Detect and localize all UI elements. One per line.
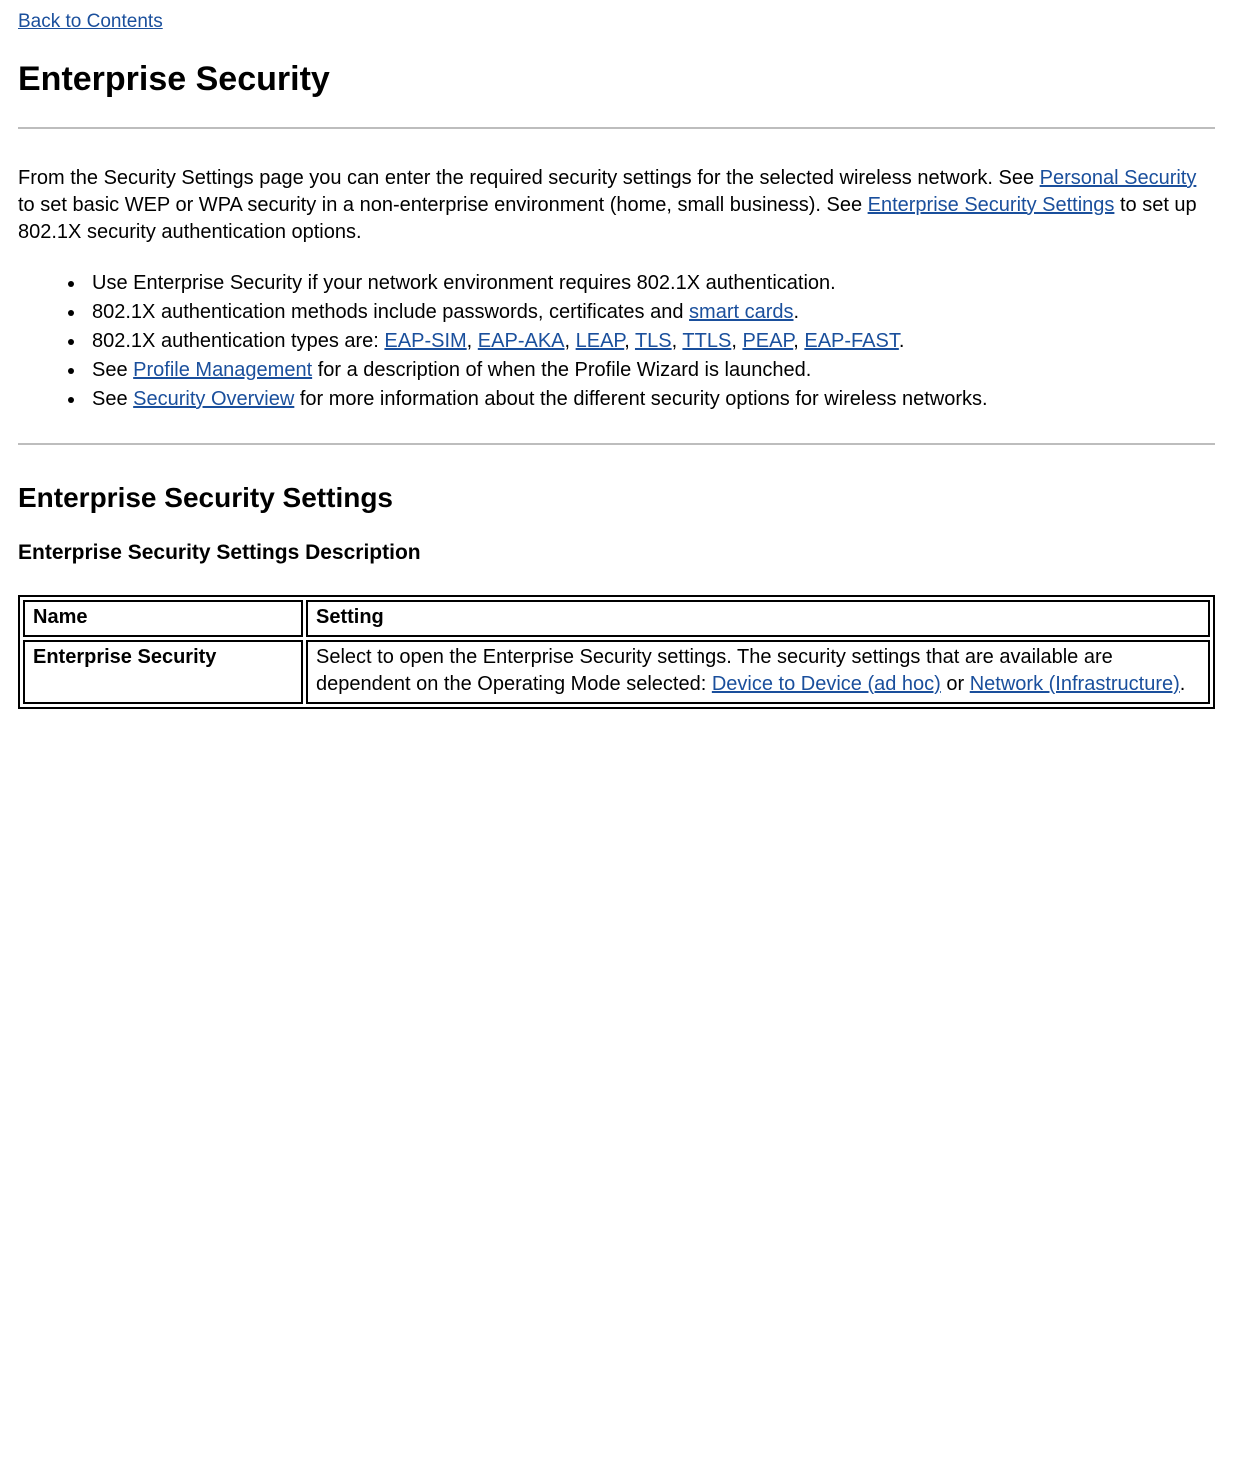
enterprise-security-settings-link[interactable]: Enterprise Security Settings [868, 194, 1115, 216]
list-item: See Profile Management for a description… [86, 357, 1215, 384]
personal-security-link[interactable]: Personal Security [1040, 167, 1197, 189]
eap-aka-link[interactable]: EAP-AKA [478, 330, 565, 352]
back-to-contents-link[interactable]: Back to Contents [18, 11, 163, 32]
network-infrastructure-link[interactable]: Network (Infrastructure) [970, 673, 1180, 695]
smart-cards-link[interactable]: smart cards [689, 301, 793, 323]
bullet-text: for more information about the different… [294, 388, 987, 410]
divider-mid [18, 443, 1215, 445]
eap-fast-link[interactable]: EAP-FAST [804, 330, 898, 352]
col-header-name: Name [23, 600, 303, 637]
row-setting-cell: Select to open the Enterprise Security s… [306, 640, 1210, 704]
list-item: See Security Overview for more informati… [86, 386, 1215, 413]
divider-top [18, 127, 1215, 129]
device-to-device-link[interactable]: Device to Device (ad hoc) [712, 673, 941, 695]
row-name-cell: Enterprise Security [23, 640, 303, 704]
bullet-text: . [794, 301, 800, 323]
list-item: 802.1X authentication types are: EAP-SIM… [86, 328, 1215, 355]
col-header-setting: Setting [306, 600, 1210, 637]
sep: , [624, 330, 635, 352]
leap-link[interactable]: LEAP [576, 330, 625, 352]
table-header-row: Name Setting [23, 600, 1210, 637]
table-row: Enterprise Security Select to open the E… [23, 640, 1210, 704]
page-title: Enterprise Security [18, 57, 1215, 103]
section-subheading: Enterprise Security Settings Description [18, 539, 1215, 567]
bullet-text: 802.1X authentication types are: [92, 330, 384, 352]
sep: , [672, 330, 683, 352]
bullet-text: . [899, 330, 905, 352]
bullet-text: for a description of when the Profile Wi… [312, 359, 811, 381]
peap-link[interactable]: PEAP [742, 330, 793, 352]
list-item: 802.1X authentication methods include pa… [86, 299, 1215, 326]
ttls-link[interactable]: TTLS [682, 330, 731, 352]
security-overview-link[interactable]: Security Overview [133, 388, 294, 410]
bullet-text: See [92, 359, 133, 381]
intro-paragraph: From the Security Settings page you can … [18, 165, 1215, 246]
intro-text-2: to set basic WEP or WPA security in a no… [18, 194, 868, 216]
sep: , [793, 330, 804, 352]
bullet-text: 802.1X authentication methods include pa… [92, 301, 689, 323]
setting-text: . [1180, 673, 1186, 695]
list-item: Use Enterprise Security if your network … [86, 270, 1215, 297]
sep: , [565, 330, 576, 352]
section-heading: Enterprise Security Settings [18, 479, 1215, 517]
settings-table: Name Setting Enterprise Security Select … [18, 595, 1215, 709]
tls-link[interactable]: TLS [635, 330, 672, 352]
profile-management-link[interactable]: Profile Management [133, 359, 312, 381]
setting-text: or [941, 673, 970, 695]
intro-text-1: From the Security Settings page you can … [18, 167, 1040, 189]
intro-bullet-list: Use Enterprise Security if your network … [18, 270, 1215, 413]
eap-sim-link[interactable]: EAP-SIM [384, 330, 466, 352]
sep: , [731, 330, 742, 352]
bullet-text: See [92, 388, 133, 410]
sep: , [467, 330, 478, 352]
